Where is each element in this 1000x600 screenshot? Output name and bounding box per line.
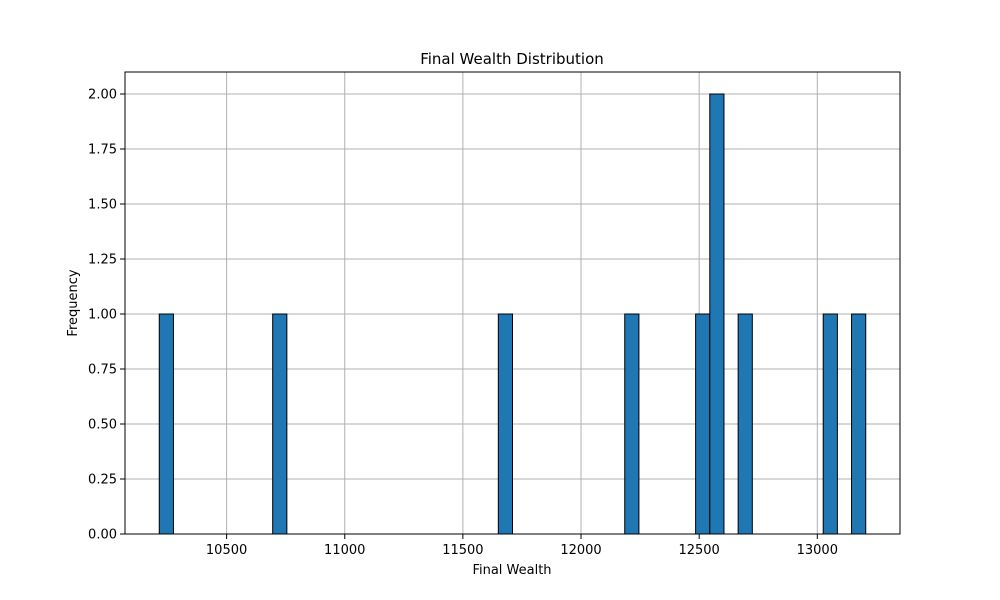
y-tick-label: 0.50	[88, 418, 117, 433]
y-tick-label: 1.25	[88, 253, 117, 268]
plot-frame	[124, 71, 901, 535]
y-axis-label: Frequency	[66, 269, 81, 336]
y-tick-label: 0.25	[88, 473, 117, 488]
x-tick-label: 11500	[442, 543, 483, 558]
y-tick-label: 1.50	[88, 198, 117, 213]
histogram-bar	[822, 313, 838, 535]
x-tick-label: 12000	[560, 543, 601, 558]
histogram-bar	[851, 313, 867, 535]
histogram-bar	[497, 313, 514, 535]
histogram-bar	[624, 313, 640, 535]
histogram-bar	[709, 93, 725, 535]
x-axis-ticks: 10500 11000 11500 12000 12500 13000	[206, 534, 838, 558]
y-axis-ticks: 0.00 0.25 0.50 0.75 1.00 1.25 1.50 1.75 2.00	[88, 88, 125, 543]
x-tick-label: 10500	[206, 543, 247, 558]
histogram-bar	[737, 313, 753, 535]
y-tick-label: 2.00	[88, 88, 117, 103]
y-tick-label: 1.75	[88, 143, 117, 158]
histogram-bar	[158, 313, 174, 535]
y-tick-label: 0.75	[88, 363, 117, 378]
y-tick-label: 1.00	[88, 308, 117, 323]
x-tick-label: 12500	[678, 543, 719, 558]
histogram-bar	[272, 313, 288, 535]
chart-title: Final Wealth Distribution	[420, 50, 604, 68]
x-axis-label: Final Wealth	[472, 563, 551, 578]
x-tick-label: 11000	[324, 543, 365, 558]
y-tick-label: 0.00	[88, 528, 117, 543]
histogram-bar	[695, 313, 711, 535]
x-tick-label: 13000	[797, 543, 838, 558]
